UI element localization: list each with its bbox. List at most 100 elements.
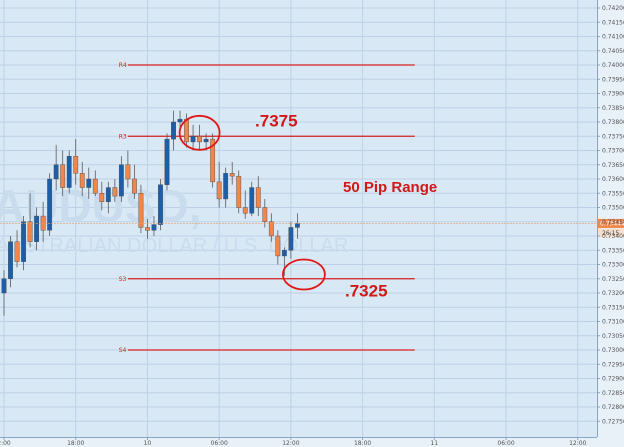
candle: [125, 150, 131, 188]
candle-body: [255, 187, 261, 208]
candle: [203, 133, 209, 151]
highlight-circle: [178, 114, 221, 151]
candle: [249, 181, 255, 217]
candle-body: [177, 118, 183, 123]
countdown-box: [597, 228, 624, 238]
candle: [99, 181, 105, 211]
candle: [197, 124, 202, 151]
candle-body: [223, 173, 229, 200]
candle: [1, 270, 7, 316]
time-tick-label: 18:00: [354, 440, 371, 447]
candle-body: [236, 175, 242, 208]
candle: [164, 133, 170, 191]
candle: [66, 150, 72, 194]
candle: [131, 164, 137, 199]
candle: [105, 181, 111, 214]
candle-body: [21, 221, 26, 262]
candle: [242, 190, 248, 219]
candle-body: [164, 138, 170, 185]
time-tick-label: 06:00: [497, 440, 514, 447]
candle: [288, 221, 294, 259]
candle-body: [216, 181, 222, 200]
candle: [255, 176, 261, 217]
candle: [47, 173, 53, 236]
level-label-r4: R4: [119, 62, 127, 69]
candle: [14, 230, 20, 268]
candle-body: [66, 155, 72, 188]
time-tick-label: 12:00: [569, 440, 586, 447]
candle-body: [125, 164, 131, 180]
candle-body: [190, 136, 196, 143]
time-tick-label: 18:00: [67, 440, 84, 447]
candle-body: [27, 221, 33, 242]
candle-body: [14, 241, 20, 262]
candle-body: [105, 187, 111, 203]
candle-body: [73, 155, 79, 174]
candle-body: [268, 221, 274, 237]
time-tick-label: 2:00: [0, 440, 11, 447]
annotations: .7375 50 Pip Range .7325: [255, 111, 437, 300]
candle-body: [60, 164, 66, 188]
watermark-instrument-name: AUSTRALIAN DOLLAR / U.S. DOLLAR: [0, 235, 348, 257]
candle-body: [1, 278, 7, 294]
candle: [92, 170, 98, 197]
candle: [145, 218, 150, 239]
candle-body: [86, 178, 92, 188]
candle: [262, 198, 268, 228]
candle: [34, 207, 40, 251]
candle: [281, 247, 287, 276]
highlight-circles: [178, 114, 326, 291]
candle-body: [249, 187, 255, 214]
level-label-s4: S4: [119, 347, 127, 354]
candle-body: [184, 118, 189, 143]
candle-body: [281, 250, 287, 257]
time-axis-background: [0, 437, 624, 447]
candle-body: [53, 164, 59, 180]
price-tick-label: 0.72750: [602, 418, 624, 425]
annotation-text: .7325: [345, 281, 388, 300]
candle-body: [151, 224, 157, 231]
candle-body: [229, 173, 235, 177]
time-axis: 2:00 18:00 10 06:00 12:00 18:00 11 06:00 12:00: [0, 437, 587, 447]
candles: [1, 110, 300, 316]
candle: [223, 167, 229, 208]
annotation-text: .7375: [255, 111, 298, 130]
current-price-label: 0.73444: [600, 220, 624, 227]
time-tick-label: 10: [144, 440, 152, 447]
candle: [73, 139, 79, 185]
candle: [151, 216, 157, 236]
candle-body: [47, 178, 53, 231]
candle: [171, 110, 176, 151]
candle-body: [92, 178, 98, 194]
level-label-s3: S3: [119, 276, 127, 283]
time-tick-label: 12:00: [282, 440, 299, 447]
candle: [268, 213, 274, 242]
candle: [118, 156, 124, 202]
candle: [79, 161, 85, 197]
current-price-box: [597, 218, 624, 228]
